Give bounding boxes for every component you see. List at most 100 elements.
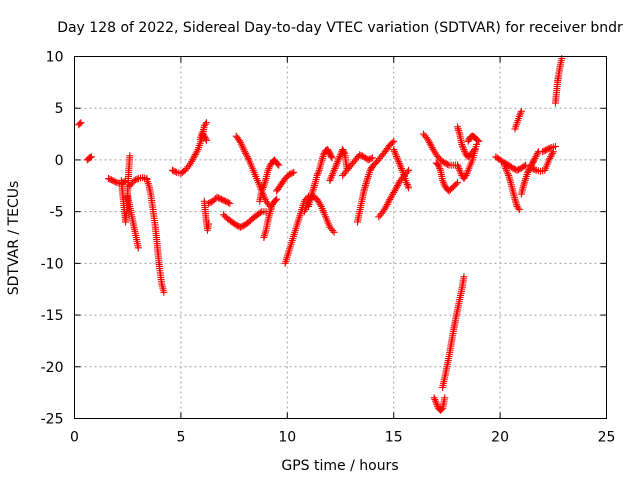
data-point xyxy=(337,151,344,159)
data-point xyxy=(459,144,467,152)
data-point xyxy=(403,180,411,188)
data-point xyxy=(327,175,335,183)
data-point xyxy=(88,153,96,161)
plot-frame xyxy=(74,56,607,419)
x-axis-title: GPS time / hours xyxy=(281,458,398,474)
data-point xyxy=(378,209,386,217)
data-point xyxy=(77,119,85,127)
data-point xyxy=(201,120,209,128)
data-point xyxy=(112,178,120,186)
data-point xyxy=(340,148,348,156)
data-point xyxy=(430,394,438,402)
data-point xyxy=(397,163,405,171)
data-point xyxy=(368,154,376,162)
data-point xyxy=(244,154,252,162)
data-point xyxy=(531,154,539,162)
y-tick-label: -10 xyxy=(41,256,64,272)
y-tick-label: 10 xyxy=(46,50,64,66)
y-tick-label: -25 xyxy=(41,412,64,428)
data-point xyxy=(405,166,413,174)
x-tick-label: 25 xyxy=(598,430,616,446)
data-point xyxy=(475,137,483,145)
data-series-s21 xyxy=(339,151,376,179)
data-series-s31 xyxy=(439,273,468,391)
data-point xyxy=(534,149,542,157)
data-point xyxy=(456,166,464,174)
data-point xyxy=(393,152,401,160)
data-point xyxy=(334,156,342,164)
data-point xyxy=(515,206,523,214)
data-series-s38 xyxy=(551,55,566,107)
data-point xyxy=(439,178,447,186)
data-point xyxy=(390,137,398,145)
data-point xyxy=(275,161,283,169)
data-series-s28 xyxy=(454,140,481,183)
data-series-s10 xyxy=(200,197,213,234)
data-point xyxy=(529,157,537,165)
data-series-s33 xyxy=(500,161,523,214)
data-point xyxy=(533,151,541,159)
data-point xyxy=(548,149,556,157)
data-series-s25 xyxy=(419,130,462,169)
data-point xyxy=(530,156,538,164)
data-point xyxy=(548,151,556,159)
data-point xyxy=(515,112,523,120)
data-series-s13 xyxy=(256,156,283,205)
data-point xyxy=(444,160,452,168)
data-point xyxy=(432,397,440,405)
data-series-s2 xyxy=(83,153,96,164)
data-point xyxy=(390,146,398,154)
x-tick-label: 20 xyxy=(491,430,509,446)
data-series-s15 xyxy=(260,195,281,241)
data-point xyxy=(452,180,460,188)
data-point xyxy=(454,179,462,187)
data-point xyxy=(258,187,266,195)
data-series-s4 xyxy=(117,152,134,226)
data-point xyxy=(458,140,466,148)
data-point xyxy=(433,401,441,409)
data-point xyxy=(256,209,264,217)
data-point xyxy=(274,160,282,168)
data-point xyxy=(404,182,412,190)
data-point xyxy=(133,175,141,183)
data-point xyxy=(514,204,522,212)
data-point xyxy=(440,180,448,188)
data-point xyxy=(242,149,250,157)
data-point xyxy=(327,152,335,160)
data-series-s7 xyxy=(143,176,168,296)
data-point xyxy=(396,161,404,169)
data-point xyxy=(391,149,399,157)
x-tick-label: 15 xyxy=(385,430,403,446)
data-point xyxy=(241,148,249,156)
data-point xyxy=(332,163,340,171)
data-point xyxy=(405,184,413,192)
data-point xyxy=(290,168,298,176)
data-series-s19 xyxy=(305,146,336,210)
data-point xyxy=(392,151,400,159)
data-point xyxy=(546,144,554,152)
y-tick-label: 5 xyxy=(55,101,64,117)
x-tick-label: 0 xyxy=(70,430,79,446)
data-point xyxy=(545,156,553,164)
data-point xyxy=(402,179,410,187)
data-point xyxy=(516,111,524,119)
data-point xyxy=(184,163,192,171)
chart-title: Day 128 of 2022, Sidereal Day-to-day VTE… xyxy=(57,20,623,36)
data-point xyxy=(202,135,210,143)
data-point xyxy=(367,155,375,163)
data-point xyxy=(394,180,402,188)
y-tick-label: 0 xyxy=(55,153,64,169)
data-point xyxy=(332,161,340,169)
data-point xyxy=(432,399,440,407)
data-point xyxy=(392,185,400,193)
data-point xyxy=(242,151,250,159)
data-point xyxy=(454,163,462,171)
data-point xyxy=(532,153,540,161)
data-point xyxy=(327,173,335,181)
data-point xyxy=(199,131,207,139)
data-point xyxy=(224,199,232,207)
data-point xyxy=(455,165,463,173)
data-point xyxy=(259,184,267,192)
data-point xyxy=(330,228,338,236)
y-tick-label: -20 xyxy=(41,360,64,376)
